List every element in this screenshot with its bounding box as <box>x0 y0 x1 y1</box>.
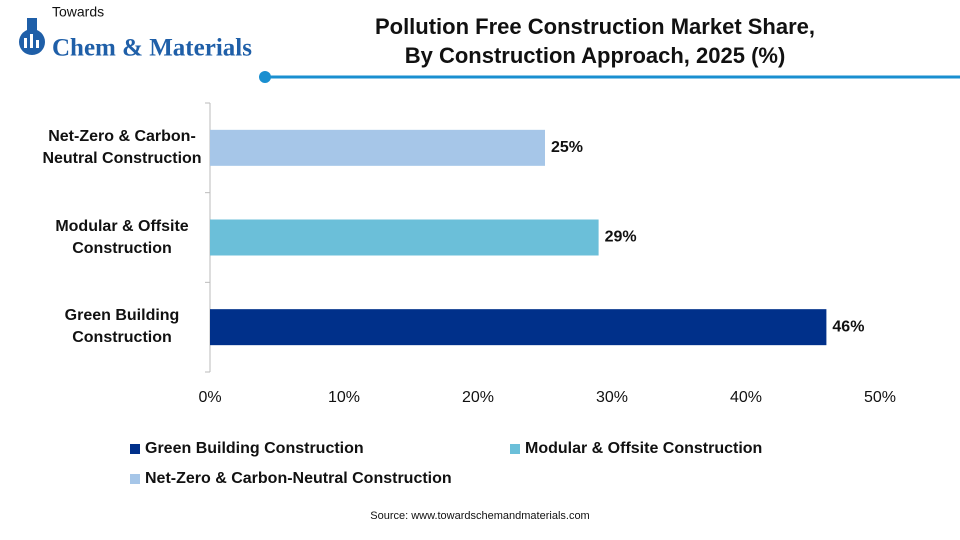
header-dot <box>259 71 271 83</box>
x-tick-label: 20% <box>462 389 494 406</box>
legend-label: Net-Zero & Carbon-Neutral Construction <box>145 470 452 487</box>
y-tick-label: Net-Zero & Carbon-Neutral Construction <box>42 127 202 167</box>
source: Source: www.towardschemandmaterials.com <box>370 510 589 522</box>
data-label: 25% <box>551 139 583 156</box>
bar <box>210 219 599 256</box>
chart-title: Pollution Free Construction Market Share… <box>375 14 815 39</box>
x-tick-label: 10% <box>328 389 360 406</box>
y-tick-label: Modular & Offsite Construction <box>55 217 189 257</box>
x-tick-label: 30% <box>596 389 628 406</box>
x-tick-label: 40% <box>730 389 762 406</box>
bar <box>210 129 545 166</box>
data-label: 46% <box>832 318 864 335</box>
x-tick-label: 0% <box>198 389 221 406</box>
logo-icon <box>19 18 45 55</box>
brand-line2: Chem & Materials <box>52 35 252 62</box>
legend-swatch <box>130 474 140 484</box>
bar <box>210 309 827 346</box>
chart-title: By Construction Approach, 2025 (%) <box>405 43 786 68</box>
legend-swatch <box>510 444 520 454</box>
legend-swatch <box>130 444 140 454</box>
x-tick-label: 50% <box>864 389 896 406</box>
brand-line1: Towards <box>52 4 104 20</box>
data-label: 29% <box>605 229 637 246</box>
y-tick-label: Green Building Construction <box>64 307 180 347</box>
legend-label: Modular & Offsite Construction <box>525 440 762 457</box>
legend-label: Green Building Construction <box>145 440 364 457</box>
